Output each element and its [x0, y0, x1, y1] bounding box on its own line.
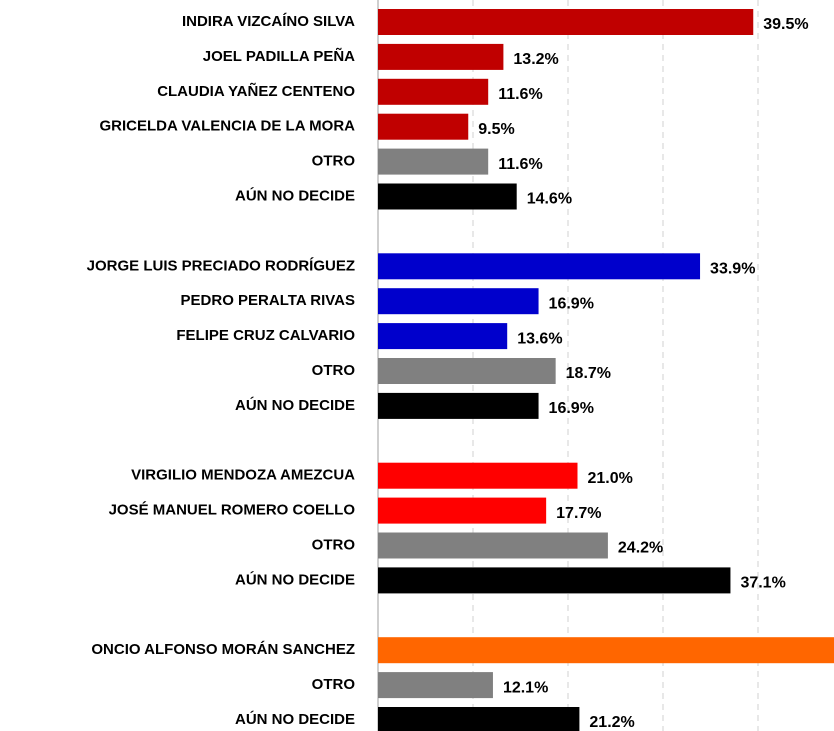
value-label: 13.6%: [517, 330, 562, 347]
category-label: GRICELDA VALENCIA DE LA MORA: [99, 118, 355, 135]
value-label: 14.6%: [527, 191, 572, 208]
category-label: VIRGILIO MENDOZA AMEZCUA: [131, 467, 355, 484]
value-label: 39.5%: [763, 16, 808, 33]
value-label: 17.7%: [556, 505, 601, 522]
category-label: FELIPE CRUZ CALVARIO: [176, 327, 355, 344]
category-label: OTRO: [312, 153, 356, 170]
bar: [378, 707, 580, 731]
bar: [378, 567, 731, 594]
bar: [378, 78, 489, 105]
category-label: OTRO: [312, 362, 356, 379]
bar: [378, 148, 489, 175]
bar: [378, 323, 508, 350]
value-label: 21.0%: [588, 470, 633, 487]
bar: [378, 392, 539, 419]
value-label: 9.5%: [478, 121, 514, 138]
value-label: 16.9%: [549, 400, 594, 417]
category-label: CLAUDIA YAÑEZ CENTENO: [157, 82, 355, 100]
value-label: 24.2%: [618, 540, 663, 557]
value-label: 12.1%: [503, 679, 548, 696]
category-label: AÚN NO DECIDE: [235, 570, 355, 588]
bar: [378, 113, 469, 140]
bar: [378, 497, 547, 524]
category-label: OTRO: [312, 676, 356, 693]
category-label: JORGE LUIS PRECIADO RODRÍGUEZ: [87, 257, 355, 274]
bar: [378, 9, 754, 35]
bar: [378, 358, 556, 384]
category-label: OTRO: [312, 536, 356, 553]
value-label: 37.1%: [740, 575, 785, 592]
value-label: 11.6%: [498, 156, 542, 173]
bar: [378, 183, 517, 210]
value-label: 13.2%: [513, 51, 558, 68]
bar: [378, 637, 834, 664]
category-label: PEDRO PERALTA RIVAS: [181, 292, 355, 309]
value-label: 16.9%: [549, 295, 594, 312]
category-label: INDIRA VIZCAÍNO SILVA: [182, 13, 355, 30]
category-label: JOSÉ MANUEL ROMERO COELLO: [109, 502, 356, 519]
value-label: 11.6%: [498, 86, 542, 103]
bar: [378, 43, 504, 70]
bar: [378, 462, 578, 489]
category-label: AÚN NO DECIDE: [235, 186, 355, 204]
bar: [378, 532, 608, 559]
bar: [378, 672, 493, 699]
category-label: ONCIO ALFONSO MORÁN SANCHEZ: [91, 641, 355, 658]
value-label: 33.9%: [710, 261, 755, 278]
category-label: JOEL PADILLA PEÑA: [203, 47, 355, 65]
category-label: AÚN NO DECIDE: [235, 710, 355, 728]
category-label: AÚN NO DECIDE: [235, 396, 355, 414]
bar: [378, 253, 701, 280]
value-label: 21.2%: [589, 714, 634, 731]
bar: [378, 288, 539, 315]
value-label: 18.7%: [566, 365, 611, 382]
